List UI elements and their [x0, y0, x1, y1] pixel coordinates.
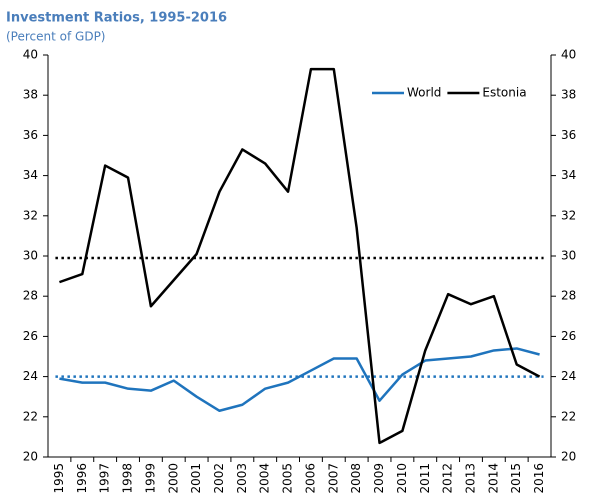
x-tick-label: 2001	[189, 463, 203, 494]
x-tick-label: 1996	[75, 463, 89, 494]
x-tick-label: 2009	[372, 463, 386, 494]
x-tick-label: 2007	[326, 463, 340, 494]
y2-tick-label: 24	[561, 369, 576, 383]
x-tick-label: 2000	[166, 463, 180, 494]
y-tick-label: 22	[23, 409, 38, 423]
legend-label: Estonia	[482, 86, 526, 100]
x-tick-label: 1998	[121, 463, 135, 494]
chart-subtitle: (Percent of GDP)	[6, 30, 106, 44]
y2-tick-label: 20	[561, 450, 576, 464]
x-tick-label: 2011	[418, 463, 432, 494]
y2-tick-label: 32	[561, 208, 576, 222]
x-tick-label: 2005	[281, 463, 295, 494]
x-tick-label: 1997	[98, 463, 112, 494]
y-tick-label: 36	[23, 128, 38, 142]
x-tick-label: 2013	[463, 463, 477, 494]
x-tick-label: 2012	[441, 463, 455, 494]
x-tick-label: 2008	[349, 463, 363, 494]
y-tick-label: 28	[23, 289, 38, 303]
x-tick-label: 2015	[509, 463, 523, 494]
y2-tick-label: 22	[561, 409, 576, 423]
series-line	[59, 347, 540, 413]
y2-tick-label: 38	[561, 88, 576, 102]
y-tick-label: 32	[23, 208, 38, 222]
y-tick-label: 34	[23, 168, 38, 182]
y-tick-label: 30	[23, 249, 38, 263]
x-tick-label: 2016	[532, 463, 546, 494]
y2-tick-label: 28	[561, 289, 576, 303]
x-tick-label: 1999	[143, 463, 157, 494]
y2-tick-label: 40	[561, 48, 576, 62]
y2-tick-label: 34	[561, 168, 576, 182]
x-tick-label: 2006	[303, 463, 317, 494]
x-tick-label: 2002	[212, 463, 226, 494]
x-tick-label: 1995	[52, 463, 66, 494]
y2-tick-label: 30	[561, 249, 576, 263]
y-tick-label: 40	[23, 48, 38, 62]
x-tick-label: 2014	[486, 463, 500, 494]
legend-label: World	[407, 86, 441, 100]
y-tick-label: 24	[23, 369, 38, 383]
y2-tick-label: 36	[561, 128, 576, 142]
y-tick-label: 26	[23, 329, 38, 343]
y-tick-label: 20	[23, 450, 38, 464]
x-tick-label: 2010	[395, 463, 409, 494]
series-line	[59, 67, 541, 445]
y2-tick-label: 26	[561, 329, 576, 343]
chart-title: Investment Ratios, 1995-2016	[6, 11, 227, 26]
y-tick-label: 38	[23, 88, 38, 102]
x-tick-label: 2003	[235, 463, 249, 494]
x-tick-label: 2004	[258, 463, 272, 494]
